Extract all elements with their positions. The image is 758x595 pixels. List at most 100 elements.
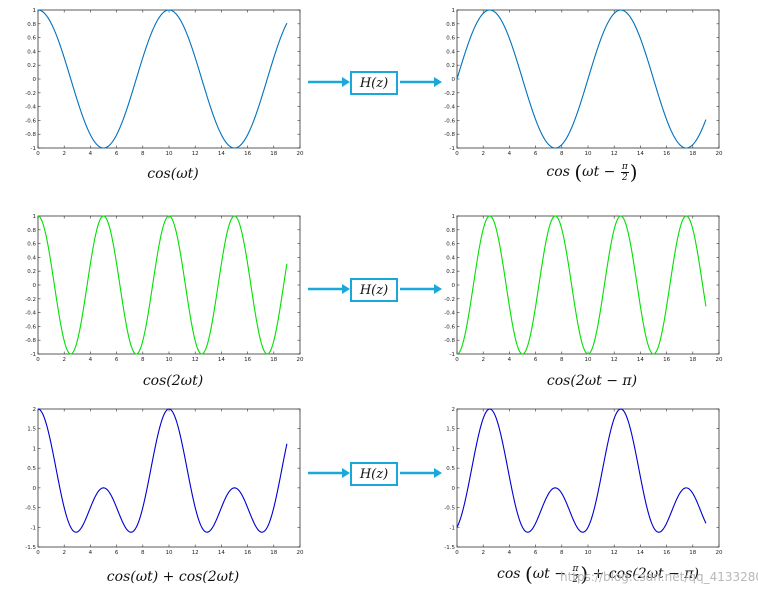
x-tick-label: 4 — [89, 357, 93, 363]
x-tick-label: 14 — [218, 151, 225, 157]
y-tick-label: -1 — [31, 352, 36, 358]
arrow-out-row1 — [400, 77, 442, 87]
x-tick-label: 16 — [244, 357, 251, 363]
x-tick-label: 14 — [637, 151, 644, 157]
y-tick-label: 1 — [33, 8, 37, 14]
y-tick-label: -1 — [450, 146, 455, 152]
x-tick-label: 0 — [36, 550, 40, 556]
x-tick-label: 0 — [455, 357, 459, 363]
x-tick-label: 10 — [166, 550, 173, 556]
y-tick-label: -0.6 — [25, 324, 36, 330]
x-tick-label: 18 — [270, 550, 277, 556]
left-paren: ( — [524, 562, 533, 586]
x-tick-label: 12 — [192, 550, 199, 556]
y-tick-label: 1 — [33, 446, 37, 452]
x-tick-label: 20 — [297, 151, 304, 157]
y-tick-label: 0.2 — [446, 63, 455, 69]
x-tick-label: 0 — [455, 550, 459, 556]
y-tick-label: 0.8 — [446, 22, 455, 28]
caption-cos-wt-minus-half-pi: cos (ωt − π 2) — [527, 160, 657, 184]
series-line — [456, 9, 707, 149]
x-tick-label: 4 — [89, 151, 93, 157]
right-paren: ) — [580, 562, 589, 586]
chart-svg: 0 2 4 6 8 10 12 14 16 18 20 1 0.8 0.6 0.4 0.2 0 -0.2 -0.4 -… — [444, 214, 723, 363]
caption-sum-input: cos(ωt) + cos(2ωt) — [106, 569, 240, 585]
x-tick-label: 2 — [62, 357, 65, 363]
y-tick-label: 0 — [452, 283, 456, 289]
y-tick-label: 0.4 — [27, 255, 36, 261]
y-tick-label: 0.8 — [27, 228, 36, 234]
y-tick-label: 0.4 — [446, 255, 455, 261]
chart-svg: 0 2 4 6 8 10 12 14 16 18 20 1 0.8 0.6 0.4 0.2 0 -0.2 -0.4 -… — [25, 8, 304, 157]
x-tick-label: 18 — [689, 151, 696, 157]
chart-svg: 0 2 4 6 8 10 12 14 16 18 20 2 1.5 1 0.5 0 -0.5 -1 -1.5 — [25, 407, 304, 556]
arrow-in-row2 — [308, 284, 350, 294]
y-tick-label: -0.6 — [444, 324, 455, 330]
chart-svg: 0 2 4 6 8 10 12 14 16 18 20 1 0.8 0.6 0.4 0.2 0 -0.2 -0.4 -… — [25, 214, 304, 363]
fraction-numerator: π — [571, 563, 580, 575]
right-paren: ) — [629, 160, 638, 184]
x-tick-label: 6 — [115, 151, 119, 157]
chart-svg: 0 2 4 6 8 10 12 14 16 18 20 2 1.5 1 0.5 0 -0.5 -1 -1.5 — [444, 407, 723, 556]
transfer-function-box-row3: H(z) — [350, 462, 398, 486]
y-tick-label: 0.5 — [27, 466, 36, 472]
y-tick-label: -0.2 — [444, 91, 455, 97]
chart-sum-input: 0 2 4 6 8 10 12 14 16 18 20 2 1.5 1 0.5 0 -0.5 -1 -1.5 — [25, 407, 304, 556]
x-tick-label: 0 — [455, 151, 459, 157]
y-tick-label: -1 — [450, 352, 455, 358]
arrow-out-row2 — [400, 284, 442, 294]
y-tick-label: -0.5 — [25, 506, 36, 512]
x-tick-label: 14 — [218, 357, 225, 363]
y-tick-label: -0.5 — [444, 506, 455, 512]
x-tick-label: 10 — [585, 550, 592, 556]
x-tick-label: 8 — [560, 550, 564, 556]
chart-sum-output: 0 2 4 6 8 10 12 14 16 18 20 2 1.5 1 0.5 0 -0.5 -1 -1.5 — [444, 407, 723, 556]
plot-frame — [456, 215, 720, 355]
y-tick-label: -0.8 — [25, 132, 36, 138]
y-tick-label: -1 — [450, 525, 455, 531]
x-tick-label: 14 — [637, 550, 644, 556]
y-tick-label: 0.4 — [446, 49, 455, 55]
caption-arg: ωt − — [582, 164, 620, 180]
y-tick-label: 2 — [33, 407, 37, 413]
y-tick-label: 0 — [33, 77, 37, 83]
x-tick-label: 16 — [663, 357, 670, 363]
y-tick-label: -0.4 — [25, 311, 36, 317]
y-tick-label: 1.5 — [446, 427, 455, 433]
y-tick-label: -1 — [31, 146, 36, 152]
caption-cos-wt: cos(ωt) — [147, 166, 199, 182]
caption-func: cos — [497, 566, 521, 582]
x-tick-label: 8 — [560, 357, 564, 363]
y-tick-label: 0.6 — [27, 36, 36, 42]
arrow-in-row1 — [308, 77, 350, 87]
x-tick-label: 8 — [560, 151, 564, 157]
x-tick-label: 18 — [270, 151, 277, 157]
y-tick-label: 2 — [452, 407, 456, 413]
x-tick-label: 8 — [141, 151, 145, 157]
x-tick-label: 4 — [508, 357, 512, 363]
x-tick-label: 6 — [115, 357, 119, 363]
x-tick-label: 12 — [611, 550, 618, 556]
x-tick-label: 16 — [663, 550, 670, 556]
x-tick-label: 18 — [270, 357, 277, 363]
y-tick-label: -0.6 — [444, 118, 455, 124]
chart-cos-2wt-minus-pi: 0 2 4 6 8 10 12 14 16 18 20 1 0.8 0.6 0.4 0.2 0 -0.2 -0.4 -… — [444, 214, 723, 363]
x-tick-label: 10 — [166, 151, 173, 157]
x-tick-label: 2 — [481, 357, 485, 363]
y-tick-label: -0.8 — [444, 132, 455, 138]
y-tick-label: -0.2 — [444, 297, 455, 303]
series-line — [37, 215, 288, 355]
x-tick-label: 8 — [141, 550, 145, 556]
y-tick-label: -0.8 — [25, 338, 36, 344]
y-tick-label: -0.8 — [444, 338, 455, 344]
plot-frame — [37, 215, 301, 355]
series-line — [456, 408, 707, 533]
y-tick-label: 0 — [33, 486, 37, 492]
caption-func: cos — [546, 164, 570, 180]
x-tick-label: 14 — [637, 357, 644, 363]
y-tick-label: 0 — [452, 486, 456, 492]
chart-svg: 0 2 4 6 8 10 12 14 16 18 20 1 0.8 0.6 0.4 0.2 0 -0.2 -0.4 -… — [444, 8, 723, 157]
y-tick-label: 1.5 — [27, 427, 36, 433]
x-tick-label: 18 — [689, 357, 696, 363]
